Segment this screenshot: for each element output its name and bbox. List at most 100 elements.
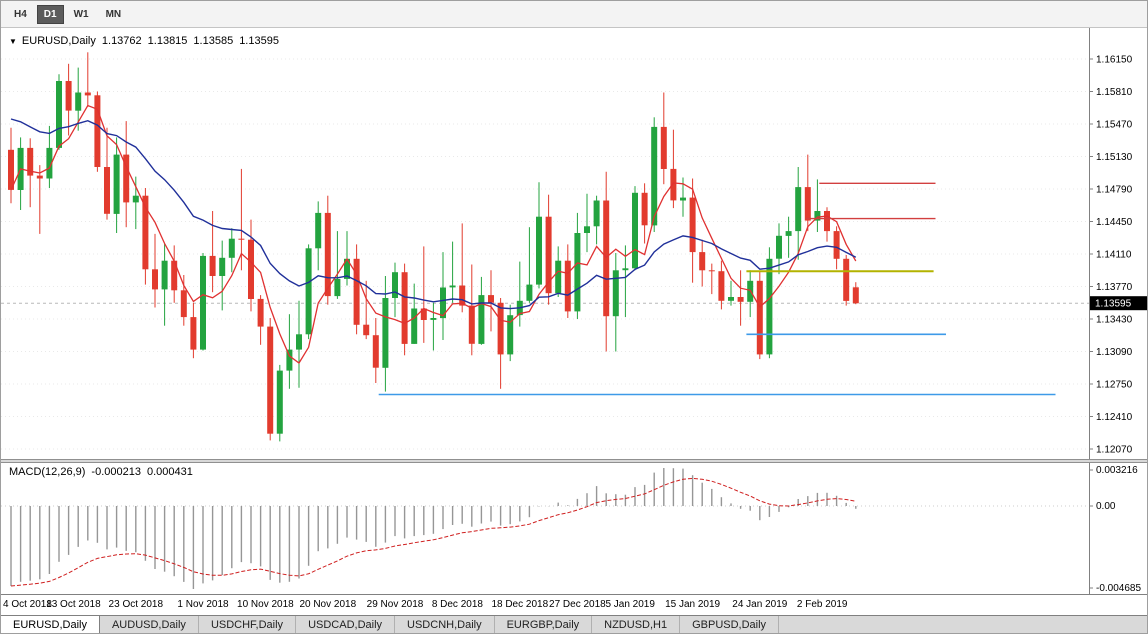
candle[interactable] <box>248 219 254 312</box>
candle[interactable] <box>152 233 158 308</box>
candle[interactable] <box>257 295 264 345</box>
candle[interactable] <box>584 193 590 253</box>
candle[interactable] <box>689 178 696 283</box>
candle[interactable] <box>622 245 629 318</box>
candle[interactable] <box>497 298 504 389</box>
tab-gbpusd-daily[interactable]: GBPUSD,Daily <box>680 616 780 633</box>
candle[interactable] <box>804 154 811 232</box>
candle[interactable] <box>814 179 821 232</box>
candle[interactable] <box>401 263 408 356</box>
candle[interactable] <box>660 92 667 185</box>
candle[interactable] <box>180 275 187 326</box>
candle[interactable] <box>468 264 475 356</box>
candle[interactable] <box>113 137 120 233</box>
candle[interactable] <box>795 167 802 260</box>
candle[interactable] <box>161 243 168 326</box>
tab-eurgbp-daily[interactable]: EURGBP,Daily <box>494 616 593 633</box>
candle[interactable] <box>363 280 370 340</box>
candle[interactable] <box>56 74 62 150</box>
candle[interactable] <box>478 276 485 345</box>
candle[interactable] <box>603 171 610 352</box>
candle[interactable] <box>94 91 101 172</box>
price-chart-svg[interactable]: 1.16150 1.15810 1.15470 1.15130 1.14790 1.144… <box>1 28 1148 459</box>
candle[interactable] <box>36 165 43 234</box>
candle[interactable] <box>75 67 82 131</box>
timeframe-button-h4[interactable]: H4 <box>7 5 34 24</box>
candle[interactable] <box>593 195 600 245</box>
candle[interactable] <box>708 263 715 295</box>
candle[interactable] <box>526 227 533 303</box>
candle[interactable] <box>65 63 72 136</box>
candle[interactable] <box>305 244 312 340</box>
candle[interactable] <box>824 207 830 242</box>
timeframe-button-d1[interactable]: D1 <box>36 4 64 24</box>
candle[interactable] <box>670 129 677 209</box>
candle[interactable] <box>334 231 341 299</box>
candle[interactable] <box>420 246 427 343</box>
candle[interactable] <box>766 247 773 359</box>
candle[interactable] <box>276 364 283 442</box>
candle[interactable] <box>171 245 178 303</box>
candle[interactable] <box>142 188 149 285</box>
candle[interactable] <box>84 52 91 107</box>
candle[interactable] <box>353 244 360 335</box>
candle[interactable] <box>200 253 206 351</box>
tab-usdcnh-daily[interactable]: USDCNH,Daily <box>395 616 495 633</box>
candle[interactable] <box>641 183 648 244</box>
candle[interactable] <box>507 304 514 362</box>
time-axis[interactable]: 4 Oct 2018 13 Oct 2018 23 Oct 2018 1 Nov 20… <box>1 594 1147 615</box>
candle[interactable] <box>219 240 226 311</box>
candle[interactable] <box>843 255 850 306</box>
macd-chart-svg[interactable]: 0.003216 0.00 -0.004685 <box>1 463 1148 594</box>
tab-eurusd-daily[interactable]: EURUSD,Daily <box>1 616 100 633</box>
candle[interactable] <box>564 244 571 318</box>
candle[interactable] <box>315 201 322 271</box>
candle[interactable] <box>574 212 581 319</box>
candle[interactable] <box>718 260 725 310</box>
candle[interactable] <box>430 302 437 351</box>
macd-pane[interactable]: 0.003216 0.00 -0.004685 MACD(12,26,9) -0.0… <box>1 463 1147 594</box>
candle[interactable] <box>612 253 619 352</box>
candle[interactable] <box>286 314 293 389</box>
tab-nzdusd-h1[interactable]: NZDUSD,H1 <box>592 616 681 633</box>
candle[interactable] <box>27 138 34 208</box>
timeframe-button-w1[interactable]: W1 <box>67 5 96 24</box>
candle[interactable] <box>852 282 859 305</box>
candle[interactable] <box>190 302 197 359</box>
candle[interactable] <box>324 195 331 305</box>
tab-usdcad-daily[interactable]: USDCAD,Daily <box>296 616 396 633</box>
candle[interactable] <box>440 252 446 340</box>
candle[interactable] <box>209 211 216 293</box>
svg-text:1.13595: 1.13595 <box>1095 299 1132 310</box>
candle[interactable] <box>785 216 792 258</box>
timeframe-button-mn[interactable]: MN <box>99 5 129 24</box>
candle[interactable] <box>296 300 302 388</box>
candle[interactable] <box>516 261 523 327</box>
candle[interactable] <box>8 127 14 204</box>
candle[interactable] <box>267 318 274 441</box>
candle[interactable] <box>411 283 418 344</box>
candle[interactable] <box>123 121 130 228</box>
pane-splitter[interactable] <box>1 459 1147 463</box>
candle[interactable] <box>536 182 542 289</box>
candle[interactable] <box>392 262 398 318</box>
tab-audusd-daily[interactable]: AUDUSD,Daily <box>99 616 199 633</box>
candle[interactable] <box>382 276 389 392</box>
tab-usdchf-daily[interactable]: USDCHF,Daily <box>198 616 297 633</box>
candle[interactable] <box>728 280 734 306</box>
candle[interactable] <box>632 186 638 271</box>
candle[interactable] <box>699 239 706 287</box>
candle[interactable] <box>104 127 110 220</box>
candle[interactable] <box>46 125 53 188</box>
chart-tabbar: EURUSD,Daily AUDUSD,Daily USDCHF,Daily USDC… <box>1 615 1147 633</box>
price-chart-pane[interactable]: 1.16150 1.15810 1.15470 1.15130 1.14790 1.144… <box>1 28 1147 459</box>
candle[interactable] <box>372 318 379 383</box>
candle[interactable] <box>488 270 494 332</box>
candle[interactable] <box>756 271 763 360</box>
candle[interactable] <box>228 228 235 273</box>
candle[interactable] <box>449 241 456 303</box>
candle[interactable] <box>459 223 466 313</box>
candle[interactable] <box>737 270 744 326</box>
candle[interactable] <box>545 194 552 305</box>
candle[interactable] <box>651 117 658 232</box>
